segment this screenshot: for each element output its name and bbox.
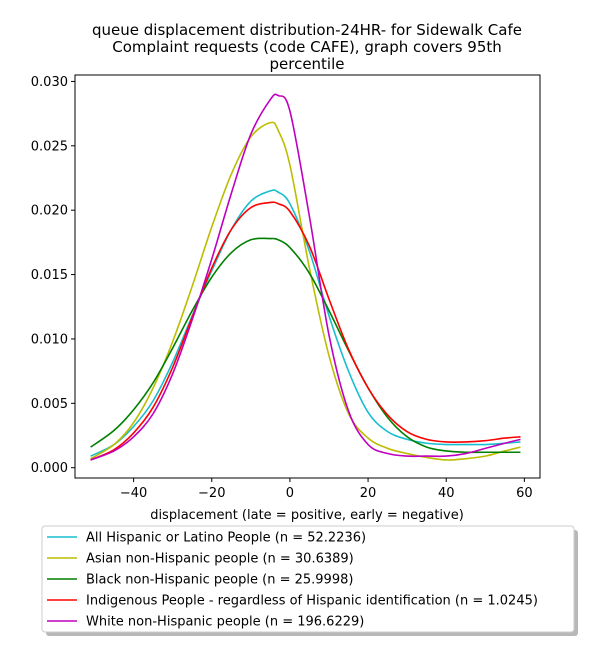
legend-label-1: All Hispanic or Latino People (n = 52.22… (86, 531, 366, 546)
chart-title-line-1: queue displacement distribution-24HR- fo… (92, 21, 522, 39)
x-tick-label: −40 (120, 486, 147, 501)
x-tick-label: 40 (438, 486, 455, 501)
y-tick-label: 0.030 (31, 75, 68, 90)
axis-ticks: −40 −20 0 20 40 60 0.000 0.005 0.010 0.015 0.020 0.… (31, 75, 533, 501)
series-line-5 (90, 93, 521, 461)
series-line-3 (90, 237, 521, 454)
y-tick-label: 0.020 (31, 204, 68, 219)
legend-label-3: Black non-Hispanic people (n = 25.9998) (86, 573, 353, 588)
series-lines (90, 93, 521, 461)
y-tick-label: 0.025 (31, 139, 68, 154)
legend-label-4: Indigenous People - regardless of Hispan… (86, 594, 538, 609)
x-tick-label: 0 (286, 486, 294, 501)
x-tick-label: 60 (516, 486, 533, 501)
legend: All Hispanic or Latino People (n = 52.22… (41, 525, 578, 636)
series-line-4 (90, 201, 521, 461)
y-tick-label: 0.015 (31, 268, 68, 283)
chart-title-line-3: percentile (269, 55, 344, 73)
y-tick-label: 0.005 (31, 397, 68, 412)
y-tick-label: 0.010 (31, 332, 68, 347)
x-axis-label: displacement (late = positive, early = n… (150, 508, 464, 523)
series-line-1 (90, 189, 521, 457)
legend-box (41, 525, 575, 633)
plot-frame (74, 74, 541, 479)
series-line-2 (90, 121, 521, 461)
chart-title-line-2: Complaint requests (code CAFE), graph co… (112, 38, 502, 56)
y-tick-label: 0.000 (31, 461, 68, 476)
chart-title: queue displacement distribution-24HR- fo… (92, 21, 522, 73)
legend-label-5: White non-Hispanic people (n = 196.6229) (86, 615, 364, 630)
x-tick-label: −20 (198, 486, 225, 501)
legend-label-2: Asian non-Hispanic people (n = 30.6389) (86, 552, 354, 567)
x-tick-label: 20 (360, 486, 377, 501)
